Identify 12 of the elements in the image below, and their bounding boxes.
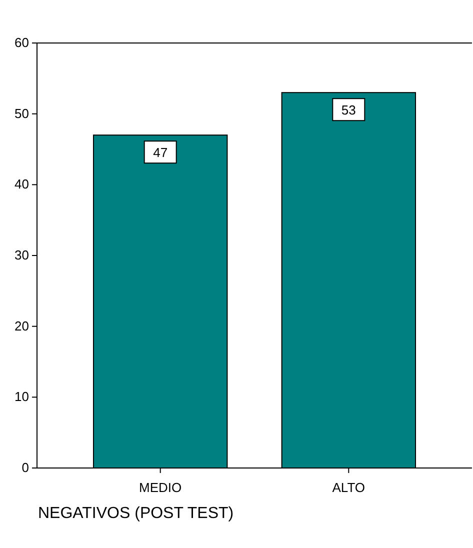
y-tick-label: 0: [22, 460, 29, 475]
y-tick-label: 50: [14, 106, 29, 121]
x-tick-label: MEDIO: [139, 480, 182, 495]
y-tick-label: 30: [14, 248, 29, 262]
x-axis-title: NEGATIVOS (POST TEST): [38, 505, 234, 522]
data-label: 47: [153, 145, 168, 160]
x-tick-label: ALTO: [332, 480, 366, 495]
y-tick-label: 10: [14, 389, 29, 404]
y-tick-label: 20: [14, 318, 29, 334]
data-label: 53: [341, 102, 356, 118]
y-tick-label: 60: [14, 35, 29, 50]
y-tick-label: 40: [14, 176, 29, 192]
